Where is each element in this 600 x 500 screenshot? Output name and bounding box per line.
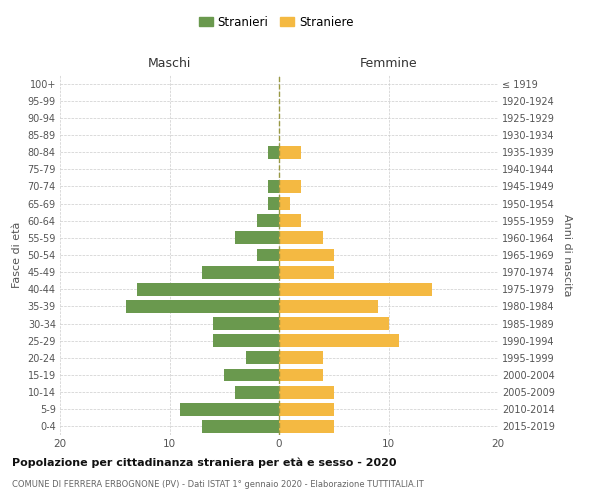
Bar <box>202 266 279 278</box>
Bar <box>279 334 400 347</box>
Bar <box>125 300 279 313</box>
Bar <box>246 352 279 364</box>
Bar <box>268 146 279 158</box>
Bar <box>235 386 279 398</box>
Bar <box>268 197 279 210</box>
Y-axis label: Fasce di età: Fasce di età <box>12 222 22 288</box>
Text: Femmine: Femmine <box>359 57 418 70</box>
Bar <box>279 180 301 193</box>
Bar <box>279 248 334 262</box>
Bar <box>202 420 279 433</box>
Bar <box>137 283 279 296</box>
Bar <box>279 300 377 313</box>
Bar <box>257 214 279 227</box>
Bar <box>235 232 279 244</box>
Bar <box>268 180 279 193</box>
Text: COMUNE DI FERRERA ERBOGNONE (PV) - Dati ISTAT 1° gennaio 2020 - Elaborazione TUT: COMUNE DI FERRERA ERBOGNONE (PV) - Dati … <box>12 480 424 489</box>
Bar <box>279 197 290 210</box>
Bar <box>224 368 279 382</box>
Bar <box>279 352 323 364</box>
Bar <box>214 334 279 347</box>
Bar <box>181 403 279 415</box>
Bar <box>279 232 323 244</box>
Bar <box>279 283 433 296</box>
Bar <box>279 214 301 227</box>
Bar <box>279 403 334 415</box>
Text: Popolazione per cittadinanza straniera per età e sesso - 2020: Popolazione per cittadinanza straniera p… <box>12 458 397 468</box>
Bar <box>214 317 279 330</box>
Bar <box>279 368 323 382</box>
Bar <box>279 386 334 398</box>
Bar <box>279 420 334 433</box>
Y-axis label: Anni di nascita: Anni di nascita <box>562 214 572 296</box>
Text: Maschi: Maschi <box>148 57 191 70</box>
Bar <box>279 266 334 278</box>
Legend: Stranieri, Straniere: Stranieri, Straniere <box>194 11 358 34</box>
Bar <box>279 317 389 330</box>
Bar <box>257 248 279 262</box>
Bar <box>279 146 301 158</box>
